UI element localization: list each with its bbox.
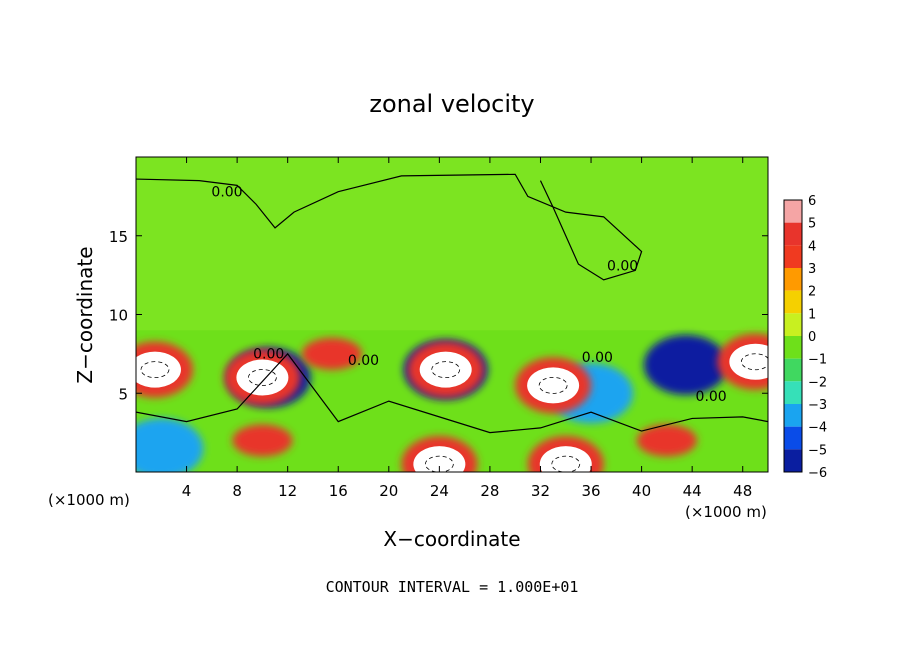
plot-area: 0.00 0.00 0.00 0.00 0.00 0.00 (136, 157, 768, 472)
y-tick-label: 5 (118, 385, 128, 403)
field-blob-core (413, 446, 466, 472)
colorbar-label: 0 (808, 330, 816, 345)
chart-title: zonal velocity (369, 90, 534, 118)
inner-contour (424, 455, 454, 472)
x-tick-label: 44 (683, 482, 702, 500)
x-tick-label: 28 (480, 482, 499, 500)
y-tick-label: 10 (109, 307, 128, 325)
colorbar-label: 6 (808, 194, 816, 209)
colorbar-label: 4 (808, 239, 816, 254)
colorbar-swatch (784, 313, 802, 336)
inner-contour (740, 353, 768, 371)
colorbar-label: 3 (808, 262, 816, 277)
x-axis-label: X−coordinate (383, 527, 520, 551)
inner-contour (538, 376, 568, 394)
contour-label: 0.00 (348, 353, 379, 369)
contour-interval-note: CONTOUR INTERVAL = 1.000E+01 (326, 578, 579, 596)
colorbar-swatch (784, 290, 802, 314)
colorbar-swatch (784, 200, 802, 223)
contour-label: 0.00 (211, 184, 242, 200)
colorbar-swatch (784, 222, 802, 246)
contour-line-lower (136, 352, 768, 434)
colorbar-label: −1 (808, 353, 827, 368)
colorbar-swatch (784, 381, 802, 404)
field-blob-core (729, 343, 768, 380)
colorbar-swatch (784, 358, 802, 382)
inner-contour (551, 455, 581, 472)
colorbar-label: −2 (808, 375, 827, 390)
field-blob-negative (136, 418, 204, 472)
inner-contour (247, 369, 277, 386)
x-tick-label: 24 (430, 482, 449, 500)
y-axis-ticks: 5 10 15 (109, 228, 768, 403)
x-tick-label: 16 (329, 482, 348, 500)
colorbar-swatch (784, 404, 802, 427)
x-tick-label: 4 (182, 482, 192, 500)
x-unit-right: (×1000 m) (685, 503, 767, 521)
contour-label: 0.00 (582, 350, 613, 366)
x-tick-label: 12 (278, 482, 297, 500)
field-blob-core (419, 351, 472, 388)
field-blob-positive (232, 424, 293, 457)
contour-line-upper (136, 173, 643, 281)
colorbar-label: −5 (808, 443, 827, 458)
field-blob-negative (643, 334, 728, 395)
colorbar-swatch (784, 268, 802, 291)
inner-contour (431, 361, 461, 379)
contour-label: 0.00 (696, 389, 727, 405)
x-tick-label: 20 (379, 482, 398, 500)
x-tick-label: 8 (232, 482, 242, 500)
inner-contour (140, 361, 170, 379)
colorbar-frame (783, 199, 803, 473)
contour-label: 0.00 (253, 347, 284, 363)
field-blob-positive (636, 424, 697, 457)
upper-band (136, 157, 768, 331)
colorbar-label: 5 (808, 217, 816, 232)
x-unit-left: (×1000 m) (48, 491, 130, 509)
field-blob-core (136, 351, 181, 388)
colorbar-label: −4 (808, 421, 827, 436)
colorbar: 6 5 4 3 2 1 0 −1 −2 −3 −4 −5 −6 (783, 194, 827, 481)
field-background (136, 157, 768, 472)
field-blob-positive (301, 337, 362, 370)
x-tick-label: 32 (531, 482, 550, 500)
field-blob-core (236, 359, 289, 396)
colorbar-label: −3 (808, 398, 827, 413)
colorbar-label: 1 (808, 307, 816, 322)
colorbar-swatch (784, 336, 802, 359)
y-axis-label: Z−coordinate (73, 246, 97, 383)
zero-contours (136, 173, 768, 434)
colorbar-swatch (784, 245, 802, 268)
x-tick-label: 48 (733, 482, 752, 500)
x-tick-label: 36 (581, 482, 600, 500)
contour-labels: 0.00 0.00 0.00 0.00 0.00 0.00 (211, 184, 726, 405)
velocity-field (136, 157, 768, 472)
colorbar-swatch (784, 449, 802, 472)
y-tick-label: 15 (109, 228, 128, 246)
field-blob-core (527, 367, 580, 404)
colorbar-label: −6 (808, 466, 827, 481)
colorbar-swatch (784, 426, 802, 450)
contour-label: 0.00 (607, 258, 638, 274)
x-tick-label: 40 (632, 482, 651, 500)
colorbar-label: 2 (808, 285, 816, 300)
field-blob-core (539, 446, 592, 472)
x-axis-ticks: 4 8 12 16 20 24 28 32 36 40 44 48 (182, 157, 752, 500)
